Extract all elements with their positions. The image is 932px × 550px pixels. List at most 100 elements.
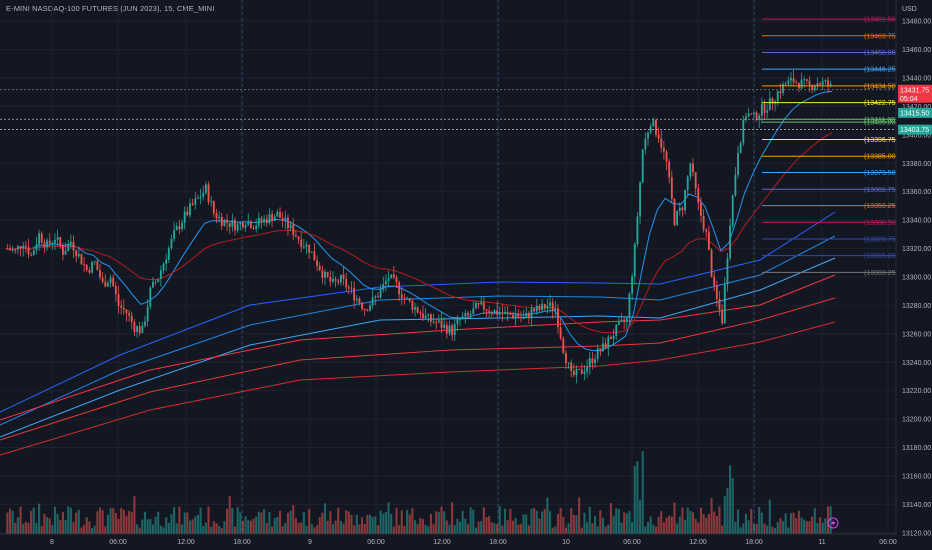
volume-bar xyxy=(498,506,501,534)
volume-bar xyxy=(609,503,612,534)
volume-bar xyxy=(165,517,168,534)
volume-bar xyxy=(358,524,361,534)
volume-bar xyxy=(623,512,626,534)
candle-body xyxy=(519,316,522,319)
volume-bar xyxy=(646,521,650,534)
candle-body xyxy=(570,362,573,372)
volume-bar xyxy=(75,512,78,534)
candle-body xyxy=(644,138,647,150)
volume-bar xyxy=(273,518,276,534)
volume-bar xyxy=(649,516,652,534)
level-label: (13350.25) xyxy=(864,203,898,210)
volume-bar xyxy=(451,502,454,534)
candle-body xyxy=(562,338,565,353)
candle-body xyxy=(435,322,438,324)
candle-body xyxy=(117,294,120,306)
volume-bar xyxy=(135,524,139,534)
volume-bar xyxy=(729,465,732,534)
y-tick-label: 13480.00 xyxy=(902,19,931,26)
volume-bar xyxy=(620,522,623,534)
volume-bar xyxy=(276,517,279,534)
candle-body xyxy=(363,308,366,311)
candle-body xyxy=(427,314,430,316)
volume-bar xyxy=(278,510,282,534)
candle-body xyxy=(551,302,554,311)
currency-label: USD xyxy=(902,6,917,13)
candle-body xyxy=(512,314,514,318)
candle-body xyxy=(369,305,371,311)
candle-body xyxy=(16,246,19,250)
candle-body xyxy=(599,348,602,352)
volume-bar xyxy=(612,515,615,534)
volume-bar xyxy=(297,522,300,534)
volume-bar xyxy=(215,523,218,534)
volume-bar xyxy=(662,522,665,534)
candle-body xyxy=(194,198,197,205)
volume-bar xyxy=(705,517,708,534)
volume-bar xyxy=(617,509,620,534)
volume-bar xyxy=(27,522,30,534)
candle-body xyxy=(324,271,326,278)
volume-bar xyxy=(670,516,673,534)
candle-body xyxy=(429,314,432,322)
candle-body xyxy=(130,315,133,322)
candle-body xyxy=(371,297,374,306)
candle-body xyxy=(236,224,239,231)
candle-body xyxy=(422,313,424,318)
volume-bar xyxy=(567,523,570,534)
volume-bar xyxy=(792,512,795,534)
volume-bar xyxy=(588,506,591,534)
volume-bar xyxy=(400,510,403,534)
candle-body xyxy=(114,286,117,295)
candle-body xyxy=(776,91,779,102)
candle-body xyxy=(758,115,761,121)
candle-body xyxy=(136,326,138,332)
candle-body xyxy=(181,222,183,230)
candle-body xyxy=(226,219,228,223)
candle-body xyxy=(202,192,205,197)
volume-bar xyxy=(427,526,430,534)
candle-body xyxy=(655,120,657,135)
candle-body xyxy=(665,151,668,162)
candle-body xyxy=(628,293,631,319)
level-label: (13396.75) xyxy=(864,137,898,144)
candle-body xyxy=(604,343,607,349)
volume-bar xyxy=(530,508,533,534)
volume-bar xyxy=(506,520,509,534)
y-tick-label: 13180.00 xyxy=(902,445,931,452)
volume-bar xyxy=(453,525,456,534)
candle-body xyxy=(440,320,443,328)
volume-bar xyxy=(419,517,422,534)
volume-bar xyxy=(120,507,123,534)
volume-bar xyxy=(387,502,390,534)
candle-body xyxy=(747,113,750,117)
volume-bar xyxy=(583,512,586,534)
volume-bar xyxy=(456,518,459,534)
volume-bar xyxy=(67,506,70,534)
candle-body xyxy=(88,269,91,273)
candle-body xyxy=(549,302,551,306)
ma-blue-3 xyxy=(0,257,836,438)
volume-bar xyxy=(522,514,525,534)
candle-body xyxy=(167,248,170,260)
candle-body xyxy=(149,287,152,307)
volume-bar xyxy=(376,525,380,534)
candle-body xyxy=(493,310,496,315)
volume-bar xyxy=(541,511,544,534)
volume-bar xyxy=(654,526,658,534)
candle-body xyxy=(334,278,337,281)
volume-bar xyxy=(593,515,597,534)
candle-body xyxy=(522,318,525,320)
candle-body xyxy=(387,278,390,281)
price-tag xyxy=(898,124,932,135)
volume-bar xyxy=(247,520,250,534)
candle-body xyxy=(294,235,297,237)
volume-bar xyxy=(821,522,824,534)
x-tick-label: 12:00 xyxy=(433,539,451,546)
y-tick-label: 13380.00 xyxy=(902,161,931,168)
candle-body xyxy=(527,313,530,319)
candle-body xyxy=(199,196,202,198)
x-tick-label: 10 xyxy=(562,539,570,546)
candle-body xyxy=(623,319,626,322)
